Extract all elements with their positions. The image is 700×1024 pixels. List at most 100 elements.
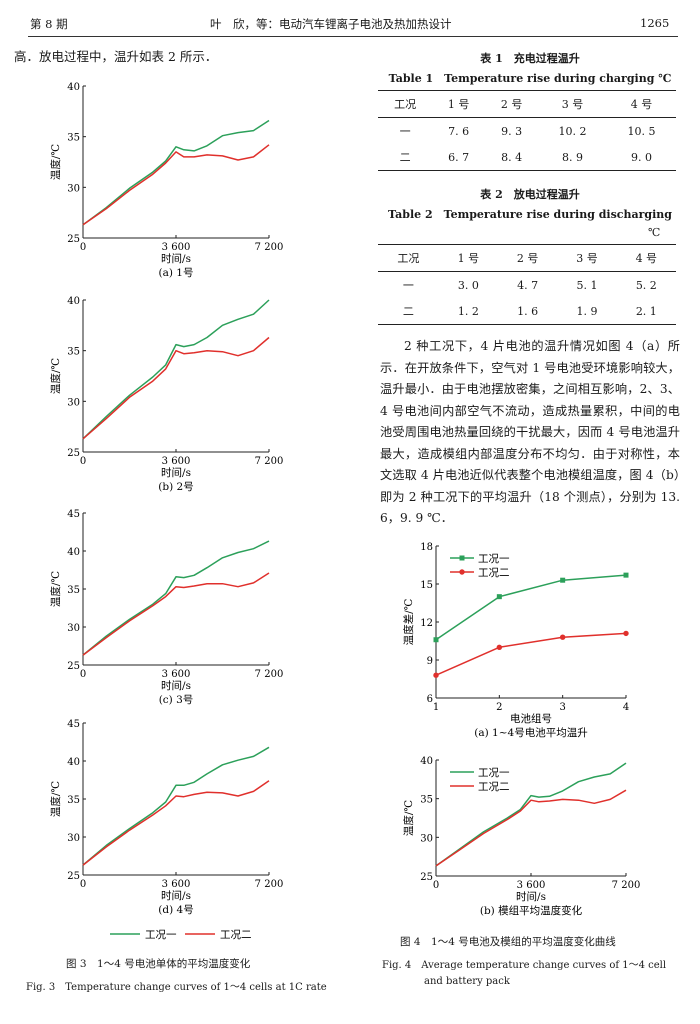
- table-header-cell: 工况: [378, 244, 439, 272]
- fig3-caption-en: Fig. 3 Temperature change curves of 1～4 …: [26, 982, 327, 993]
- series-line-1: [435, 574, 627, 641]
- table2: 工况 1 号 2 号 3 号 4 号 一 3. 0 4. 7 5. 1 5. 2…: [378, 244, 676, 325]
- table-cell: 9. 0: [607, 144, 676, 171]
- fig3-legend: 工况一 工况二: [110, 929, 252, 941]
- table-header-cell: 3 号: [557, 244, 617, 272]
- series-line-1: [82, 299, 270, 440]
- series-line-2: [435, 789, 627, 867]
- y-tick-label: 25: [67, 448, 80, 459]
- y-axis-label: 温度/℃: [49, 144, 62, 181]
- table-cell: 二: [378, 298, 439, 325]
- y-tick-label: 35: [67, 585, 80, 596]
- y-tick-label: 30: [67, 183, 80, 194]
- data-point: [496, 644, 503, 651]
- series-line-2: [82, 572, 270, 656]
- header-rule: [28, 36, 678, 37]
- x-axis-label: 时间/s: [161, 466, 191, 479]
- y-axis-label: 温度差/℃: [402, 598, 415, 645]
- y-tick-label: 30: [67, 833, 80, 844]
- figure-3: 25 30 35 40 0 3 600 7 200 时间/s 温度/℃ (a) 1号 25 30 35 4…: [49, 82, 284, 941]
- y-tick-label: 40: [67, 296, 80, 307]
- legend-marker: [459, 569, 465, 575]
- data-point: [623, 630, 629, 637]
- y-tick-label: 25: [67, 234, 80, 245]
- table-header-cell: 2 号: [498, 244, 558, 272]
- series-line-1: [82, 540, 270, 656]
- table-cell: 5. 1: [576, 278, 598, 292]
- series-line-2: [82, 336, 270, 440]
- x-axis-label: 时间/s: [161, 889, 191, 902]
- x-tick-label: 3 600: [162, 669, 191, 680]
- x-tick-label: 3 600: [517, 880, 546, 891]
- table-cell: 一: [402, 279, 414, 292]
- running-title: 叶 欣，等：电动汽车锂离子电池及热加热设计: [210, 17, 452, 31]
- table-cell: 8. 4: [485, 144, 539, 171]
- table-cell: 1. 2: [438, 298, 499, 325]
- table-header-cell: 4 号: [607, 90, 676, 118]
- y-tick-label: 35: [420, 795, 433, 806]
- y-tick-label: 9: [427, 656, 433, 667]
- table-header-cell: 2 号: [485, 90, 539, 118]
- table2-title-cn: 表 2 放电过程温升: [480, 188, 580, 201]
- y-tick-label: 35: [67, 347, 80, 358]
- table-cell: 9. 3: [501, 124, 523, 138]
- table-cell: 6. 7: [432, 144, 486, 171]
- table-header-cell: 4 号: [616, 244, 676, 272]
- y-tick-label: 25: [420, 872, 433, 883]
- chart-title: (a) 1~4号电池平均温升: [474, 726, 587, 739]
- y-tick-label: 25: [67, 871, 80, 882]
- x-tick-label: 3 600: [162, 242, 191, 253]
- chart-title: (d) 4号: [158, 904, 193, 916]
- legend-label: 工况二: [478, 567, 510, 579]
- x-axis-label: 时间/s: [161, 679, 191, 692]
- x-tick-label: 3: [559, 702, 565, 713]
- page-number: 1265: [640, 16, 670, 30]
- y-tick-label: 45: [67, 719, 80, 730]
- data-point: [433, 637, 439, 643]
- series-line-2: [82, 144, 270, 226]
- x-tick-label: 3 600: [162, 879, 191, 890]
- y-tick-label: 35: [67, 795, 80, 806]
- y-axis-label: 温度/℃: [49, 781, 62, 818]
- table-cell: 10. 2: [558, 124, 587, 138]
- table-row: 一 3. 0 4. 7 5. 1 5. 2: [378, 272, 676, 299]
- legend-case1: 工况一: [145, 929, 177, 941]
- x-tick-label: 0: [433, 880, 439, 891]
- x-tick-label: 0: [80, 879, 86, 890]
- fig4-caption-cn: 图 4 1～4 号电池及模组的平均温度变化曲线: [400, 936, 616, 948]
- issue-number: 第 8 期: [30, 17, 68, 31]
- y-tick-label: 30: [67, 623, 80, 634]
- fig3-caption-cn: 图 3 1～4 号电池单体的平均温度变化: [66, 958, 251, 970]
- fig4-caption-en-2: and battery pack: [424, 976, 510, 987]
- x-tick-label: 7 200: [612, 880, 641, 891]
- table-row: 二 1. 2 1. 6 1. 9 2. 1: [378, 298, 676, 325]
- table-header-row: 工况 1 号 2 号 3 号 4 号: [378, 244, 676, 272]
- y-tick-label: 12: [420, 618, 433, 629]
- y-tick-label: 40: [420, 756, 433, 767]
- data-point: [623, 572, 629, 578]
- y-tick-label: 40: [67, 547, 80, 558]
- intro-text: 高．放电过程中，温升如表 2 所示．: [14, 49, 218, 64]
- table-header-cell: 1 号: [438, 244, 499, 272]
- table-header-cell: 3 号: [538, 90, 607, 118]
- x-tick-label: 7 200: [255, 456, 284, 467]
- table2-title-en: Table 2 Temperature rise during discharg…: [388, 208, 672, 221]
- x-tick-label: 4: [623, 702, 629, 713]
- data-point: [560, 577, 566, 583]
- y-tick-label: 40: [67, 82, 80, 93]
- x-tick-label: 0: [80, 669, 86, 680]
- table-cell: 7. 6: [448, 124, 470, 138]
- table-cell: 1. 6: [498, 298, 558, 325]
- y-tick-label: 25: [67, 661, 80, 672]
- data-point: [496, 594, 502, 600]
- y-tick-label: 35: [67, 133, 80, 144]
- series-line-2: [82, 780, 270, 866]
- x-tick-label: 2: [496, 702, 502, 713]
- y-axis-label: 温度/℃: [402, 800, 415, 837]
- series-line-1: [82, 746, 270, 866]
- table-cell: 3. 0: [457, 278, 479, 292]
- chart-title: (a) 1号: [159, 267, 194, 279]
- table2-unit: ℃: [648, 226, 661, 239]
- series-line-2: [435, 632, 627, 676]
